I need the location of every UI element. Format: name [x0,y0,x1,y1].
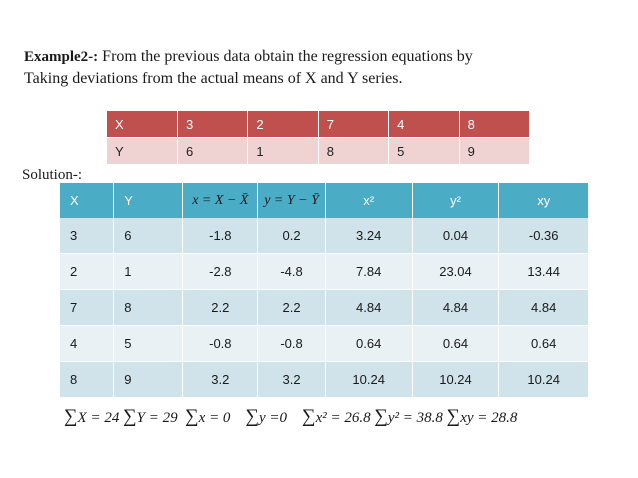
data-cell: 4 [388,111,460,138]
sum-xy: xy = 28.8 [460,410,518,426]
data-cell: 8 [318,137,390,164]
data-table: X 3 2 7 4 8 Y 6 1 8 5 9 [107,111,531,164]
table-cell: 3 [60,218,115,254]
table-cell: 4 [60,325,115,362]
summation-row: ∑X = 24 ∑Y = 29 ∑x = 0 ∑y =0 ∑x² = 26.8 … [60,397,589,437]
sum-x-squared: x² = 26.8 [315,410,371,426]
sigma-symbol: ∑ [64,406,78,427]
table-cell: 7 [60,289,115,326]
sigma-symbol: ∑ [302,406,316,427]
data-cell: 8 [459,111,531,138]
data-cell: 7 [318,111,390,138]
table-cell: -4.8 [257,253,326,290]
sum-dev-x: x = 0 [198,410,231,426]
table-cell: -0.8 [257,325,326,362]
data-cell: 9 [459,137,531,164]
solution-label: Solution-: [22,167,83,183]
table-cell: 2.2 [182,289,259,326]
problem-line-2: Taking deviations from the actual means … [24,70,403,87]
data-cell: 3 [177,111,249,138]
sum-x: X = 24 [77,410,120,426]
table-cell: 6 [113,218,184,254]
table-cell: 7.84 [325,253,413,290]
data-cell: Y [107,137,178,164]
table-row: 7 8 2.2 2.2 4.84 4.84 4.84 [60,289,589,326]
sigma-symbol: ∑ [123,406,137,427]
table-cell: 8 [113,289,184,326]
data-cell: 5 [388,137,460,164]
sum-dev-y: y =0 [258,410,288,426]
header-cell: y² [412,183,500,218]
data-row-y: Y 6 1 8 5 9 [107,137,531,164]
header-cell: y = Y − Ȳ [257,183,326,218]
table-cell: 3.2 [257,361,326,398]
sum-y: Y = 29 [136,410,178,426]
table-row: 8 9 3.2 3.2 10.24 10.24 10.24 [60,361,589,398]
table-cell: 0.64 [325,325,413,362]
header-cell: X [60,183,115,218]
sum-y-squared: y² = 38.8 [387,410,443,426]
table-cell: -2.8 [182,253,259,290]
summation-cell: ∑X = 24 ∑Y = 29 ∑x = 0 ∑y =0 ∑x² = 26.8 … [60,397,589,437]
table-cell: 2.2 [257,289,326,326]
sigma-symbol: ∑ [245,406,259,427]
table-cell: 5 [113,325,184,362]
table-cell: 0.64 [412,325,500,362]
table-cell: 23.04 [412,253,500,290]
table-cell: 3.24 [325,218,413,254]
example-label: Example2-: [24,49,99,65]
table-row: 3 6 -1.8 0.2 3.24 0.04 -0.36 [60,218,589,254]
table-cell: 0.04 [412,218,500,254]
table-cell: 10.24 [325,361,413,398]
sigma-symbol: ∑ [446,406,461,427]
data-cell: 1 [247,137,319,164]
data-cell: X [107,111,178,138]
table-cell: 8 [60,361,115,398]
calculation-table: X Y x = X − X̄ y = Y − Ȳ x² y² xy 3 6 -1… [60,183,589,437]
table-row: 4 5 -0.8 -0.8 0.64 0.64 0.64 [60,325,589,362]
header-cell: xy [498,183,589,218]
table-cell: 10.24 [498,361,589,398]
header-cell: x = X − X̄ [182,183,259,218]
table-cell: 3.2 [182,361,259,398]
table-cell: 4.84 [412,289,500,326]
table-row: 2 1 -2.8 -4.8 7.84 23.04 13.44 [60,253,589,290]
problem-statement: Example2-: From the previous data obtain… [24,46,624,89]
table-cell: 0.64 [498,325,589,362]
table-cell: -0.36 [498,218,589,254]
data-cell: 2 [247,111,319,138]
table-cell: -1.8 [182,218,259,254]
table-cell: 9 [113,361,184,398]
data-row-x: X 3 2 7 4 8 [107,111,531,138]
table-cell: 4.84 [498,289,589,326]
table-cell: -0.8 [182,325,259,362]
table-cell: 4.84 [325,289,413,326]
header-cell: x² [325,183,413,218]
problem-line-1: From the previous data obtain the regres… [102,48,473,65]
sigma-symbol: ∑ [185,406,199,427]
table-cell: 13.44 [498,253,589,290]
table-cell: 1 [113,253,184,290]
calc-header-row: X Y x = X − X̄ y = Y − Ȳ x² y² xy [60,183,589,218]
sigma-symbol: ∑ [374,406,388,427]
header-cell: Y [113,183,184,218]
table-cell: 2 [60,253,115,290]
table-cell: 10.24 [412,361,500,398]
data-cell: 6 [177,137,249,164]
table-cell: 0.2 [257,218,326,254]
